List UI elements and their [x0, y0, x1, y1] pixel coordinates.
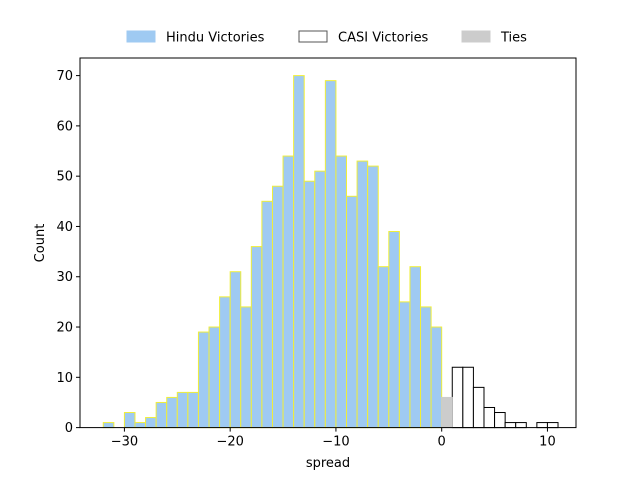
- bar-casi-victories-7: [536, 422, 548, 429]
- bar-hindu-victories-22: [346, 195, 358, 429]
- y-tick-label: 40: [56, 220, 73, 235]
- bar-hindu-victories-4: [155, 401, 168, 429]
- legend-label-ties: Ties: [500, 31, 527, 46]
- y-tick-label: 50: [56, 170, 73, 185]
- bar-hindu-victories-28: [409, 266, 422, 429]
- bar-hindu-victories-17: [293, 75, 305, 429]
- y-tick-label: 0: [65, 421, 73, 436]
- bar-hindu-victories-14: [261, 200, 273, 429]
- legend-label-casi-victories: CASI Victories: [338, 31, 429, 46]
- legend-swatch-hindu-victories: [126, 30, 156, 43]
- y-tick-label: 20: [56, 321, 73, 336]
- bar-hindu-victories-25: [377, 266, 390, 429]
- bar-hindu-victories-1: [123, 412, 136, 429]
- bar-hindu-victories-12: [240, 306, 252, 429]
- bar-hindu-victories-5: [166, 396, 178, 429]
- bar-casi-victories-8: [546, 422, 559, 429]
- bar-hindu-victories-27: [398, 301, 411, 429]
- bar-hindu-victories-23: [356, 160, 369, 429]
- y-tick-label: 60: [56, 119, 73, 134]
- bar-hindu-victories-6: [176, 391, 189, 429]
- bar-hindu-victories-13: [250, 246, 263, 429]
- bar-casi-victories-6: [515, 422, 527, 429]
- bar-casi-victories-0: [451, 366, 464, 429]
- bar-hindu-victories-18: [303, 180, 316, 429]
- y-axis: 0 10 20 30 40 50 60 70: [56, 69, 80, 436]
- x-tick-label: 0: [438, 435, 446, 450]
- legend-swatch-ties: [461, 30, 491, 43]
- legend-swatch-casi-victories: [298, 30, 328, 43]
- bar-hindu-victories-3: [145, 417, 157, 429]
- x-axis: −30 −20 −10 0 10: [111, 427, 556, 450]
- x-tick-label: 10: [539, 435, 556, 450]
- bar-casi-victories-3: [483, 406, 496, 429]
- bar-hindu-victories-10: [219, 296, 231, 429]
- bar-hindu-victories-7: [187, 391, 199, 429]
- x-tick-label: −10: [322, 435, 349, 450]
- bar-casi-victories-1: [462, 366, 474, 429]
- y-axis-label: Count: [33, 224, 48, 263]
- bar-hindu-victories-15: [271, 185, 284, 429]
- bar-hindu-victories-24: [367, 165, 379, 429]
- legend: Hindu Victories CASI Victories Ties: [126, 30, 527, 46]
- x-tick-label: −20: [216, 435, 243, 450]
- bar-hindu-victories-16: [282, 155, 295, 429]
- bar-casi-victories-4: [494, 412, 506, 429]
- y-tick-label: 30: [56, 270, 73, 285]
- bar-casi-victories-2: [472, 386, 485, 429]
- y-tick-label: 70: [56, 69, 73, 84]
- bar-hindu-victories-9: [208, 326, 221, 429]
- bar-hindu-victories-0: [102, 422, 115, 429]
- y-tick-label: 10: [56, 371, 73, 386]
- legend-label-hindu-victories: Hindu Victories: [166, 31, 265, 46]
- bar-hindu-victories-29: [420, 306, 432, 429]
- bar-hindu-victories-30: [430, 326, 443, 429]
- x-axis-label: spread: [306, 456, 350, 471]
- bar-hindu-victories-8: [197, 331, 210, 429]
- bar-ties-0: [441, 396, 453, 429]
- bars-group: [102, 75, 559, 429]
- x-tick-label: −30: [111, 435, 138, 450]
- plot-frame: [79, 57, 577, 429]
- bar-casi-victories-5: [504, 422, 517, 429]
- bar-hindu-victories-19: [314, 170, 326, 429]
- bar-hindu-victories-20: [324, 80, 337, 429]
- bar-hindu-victories-11: [229, 271, 242, 429]
- bar-hindu-victories-26: [388, 230, 400, 429]
- bar-hindu-victories-21: [335, 155, 348, 429]
- bar-hindu-victories-2: [134, 422, 147, 429]
